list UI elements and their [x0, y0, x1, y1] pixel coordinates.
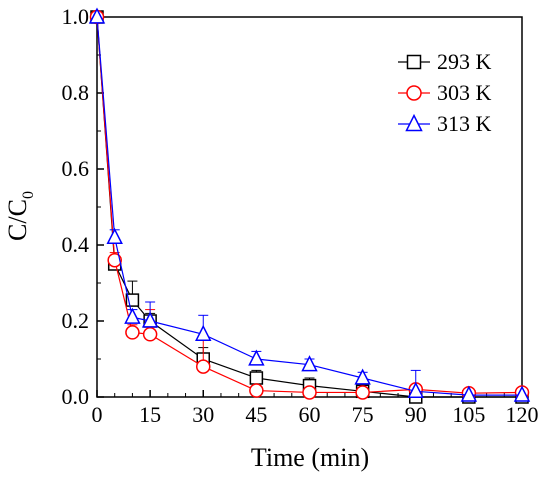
x-tick-label-15: 15 — [139, 402, 161, 427]
data-point — [107, 252, 122, 268]
y-tick-label-0.8: 0.8 — [62, 80, 90, 105]
legend-item-313-K: 313 K — [398, 111, 492, 136]
data-point — [124, 307, 141, 324]
y-axis-title-main: C/C — [3, 199, 32, 241]
legend-marker — [405, 113, 423, 132]
series-313-K — [88, 7, 531, 402]
data-point — [142, 327, 158, 342]
data-point — [249, 383, 264, 398]
data-series — [88, 7, 531, 404]
y-tick-label-0.2: 0.2 — [62, 308, 90, 333]
plot-frame — [96, 16, 523, 398]
data-point — [354, 368, 371, 385]
x-tick-label-0: 0 — [92, 402, 103, 427]
data-point — [196, 359, 211, 374]
x-tick-label-105: 105 — [452, 402, 485, 427]
legend-label: 303 K — [437, 80, 492, 105]
x-tick-label-120: 120 — [506, 402, 539, 427]
svg-text:C/C0: C/C0 — [3, 191, 37, 241]
data-point — [141, 311, 159, 328]
data-point — [513, 385, 531, 402]
y-tick-label-0.4: 0.4 — [62, 232, 90, 257]
legend-marker — [406, 85, 422, 101]
legend-item-293-K: 293 K — [398, 49, 492, 74]
y-tick-label-0.0: 0.0 — [62, 384, 90, 409]
data-point — [106, 227, 123, 245]
data-point — [407, 381, 424, 398]
legend-label: 293 K — [437, 49, 492, 74]
series-303-K — [89, 9, 530, 401]
y-axis-title: C/C0 — [3, 191, 37, 241]
data-point — [125, 325, 140, 340]
x-tick-label-60: 60 — [299, 402, 321, 427]
data-point — [460, 385, 478, 402]
data-point — [248, 349, 265, 366]
data-point — [355, 385, 370, 400]
data-point — [88, 7, 106, 24]
data-point — [302, 385, 317, 400]
data-point — [301, 355, 318, 372]
y-axis-title-subscript: 0 — [20, 191, 37, 199]
legend-marker — [406, 54, 422, 70]
x-axis-title: Time (min) — [251, 443, 369, 472]
y-tick-label-1.0: 1.0 — [62, 4, 90, 29]
series-line — [96, 16, 522, 398]
legend-label: 313 K — [437, 111, 492, 136]
x-tick-label-75: 75 — [352, 402, 374, 427]
legend: 293 K 303 K 313 K — [398, 49, 492, 136]
y-tick-label-0.6: 0.6 — [62, 156, 90, 181]
legend-item-303-K: 303 K — [398, 80, 492, 105]
x-tick-label-90: 90 — [405, 402, 427, 427]
x-tick-label-45: 45 — [245, 402, 267, 427]
x-tick-label-30: 30 — [192, 402, 214, 427]
data-point — [195, 324, 212, 341]
data-point — [249, 371, 264, 385]
